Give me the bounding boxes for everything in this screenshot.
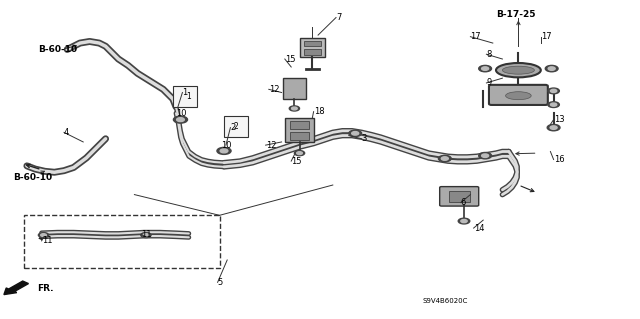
Text: 1: 1 xyxy=(186,92,191,101)
Text: 11: 11 xyxy=(42,236,52,245)
FancyBboxPatch shape xyxy=(440,187,479,206)
Circle shape xyxy=(548,67,556,70)
Circle shape xyxy=(294,151,305,156)
Bar xyxy=(224,116,248,137)
Circle shape xyxy=(217,147,231,154)
Circle shape xyxy=(548,88,559,94)
Text: 17: 17 xyxy=(470,32,481,41)
Circle shape xyxy=(547,124,560,131)
Text: 2: 2 xyxy=(230,123,236,132)
Text: 18: 18 xyxy=(314,107,324,116)
Circle shape xyxy=(550,126,557,130)
Text: 4: 4 xyxy=(64,128,69,137)
Bar xyxy=(290,132,309,140)
Circle shape xyxy=(177,118,184,122)
Text: 17: 17 xyxy=(541,32,552,41)
Text: 2: 2 xyxy=(234,122,239,131)
Bar xyxy=(304,41,321,46)
Text: S9V4B6020C: S9V4B6020C xyxy=(422,299,468,304)
Ellipse shape xyxy=(506,92,531,100)
Text: 12: 12 xyxy=(269,85,279,94)
Circle shape xyxy=(550,103,557,106)
Circle shape xyxy=(292,107,297,110)
Text: B-60-10: B-60-10 xyxy=(38,45,77,54)
Text: 16: 16 xyxy=(554,155,564,164)
Text: 5: 5 xyxy=(218,278,223,287)
Bar xyxy=(173,86,197,107)
Text: 9: 9 xyxy=(486,78,492,87)
Circle shape xyxy=(220,149,228,153)
Text: 14: 14 xyxy=(474,224,484,233)
Circle shape xyxy=(550,89,557,93)
Circle shape xyxy=(458,218,470,224)
Text: 13: 13 xyxy=(554,115,564,124)
Text: 1: 1 xyxy=(182,88,188,97)
Text: 12: 12 xyxy=(266,141,276,150)
Text: 7: 7 xyxy=(336,13,341,22)
Text: 10: 10 xyxy=(176,109,186,118)
Bar xyxy=(285,118,314,142)
Bar xyxy=(449,191,470,202)
Circle shape xyxy=(548,102,559,108)
Circle shape xyxy=(173,116,188,123)
Text: 8: 8 xyxy=(486,50,492,59)
Circle shape xyxy=(442,157,448,160)
Circle shape xyxy=(297,152,302,154)
Ellipse shape xyxy=(502,66,534,74)
Text: B-60-10: B-60-10 xyxy=(13,173,52,182)
Circle shape xyxy=(349,130,362,137)
Circle shape xyxy=(143,234,148,236)
Circle shape xyxy=(289,106,300,111)
Text: 15: 15 xyxy=(291,157,301,166)
Circle shape xyxy=(482,67,489,70)
Circle shape xyxy=(479,65,492,72)
FancyArrow shape xyxy=(4,281,29,295)
Ellipse shape xyxy=(496,63,541,77)
Bar xyxy=(24,215,220,268)
Circle shape xyxy=(479,152,492,159)
Circle shape xyxy=(545,65,558,72)
Circle shape xyxy=(438,155,451,162)
Text: FR.: FR. xyxy=(37,284,54,293)
Bar xyxy=(304,49,321,55)
Text: 10: 10 xyxy=(221,141,231,150)
Bar xyxy=(290,121,309,129)
FancyBboxPatch shape xyxy=(489,85,548,105)
Circle shape xyxy=(41,234,46,236)
Bar xyxy=(300,38,325,57)
Circle shape xyxy=(38,233,49,238)
Circle shape xyxy=(461,219,467,223)
Circle shape xyxy=(352,132,359,135)
Circle shape xyxy=(141,233,151,238)
Text: 15: 15 xyxy=(285,55,295,63)
Text: B-17-25: B-17-25 xyxy=(496,10,536,19)
Text: 3: 3 xyxy=(362,134,367,143)
Bar xyxy=(283,78,306,99)
Circle shape xyxy=(482,154,489,158)
Text: 11: 11 xyxy=(141,230,151,239)
Text: 6: 6 xyxy=(461,198,466,207)
